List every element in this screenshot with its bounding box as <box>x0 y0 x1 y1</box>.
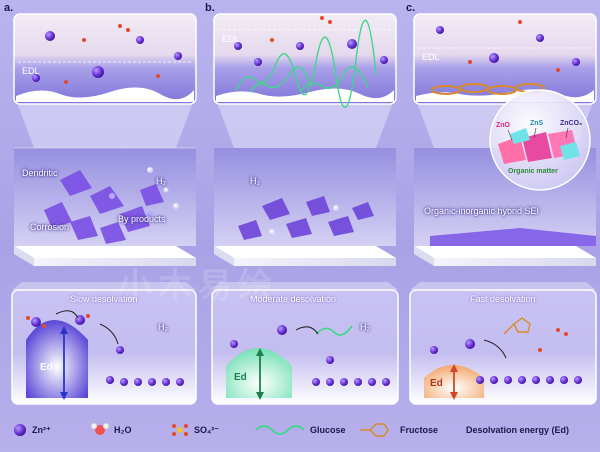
byproducts-label: By products <box>118 214 166 224</box>
panel-a-ed-label: Ed <box>40 362 53 373</box>
zno-label: ZnO <box>496 122 510 129</box>
panel-b-h2-label: H₂ <box>250 176 260 186</box>
slow-desolvation-title: Slow desolvation <box>70 294 138 304</box>
sulfate-ion-icon <box>172 424 188 436</box>
dendritic-label: Dendritic <box>22 168 58 178</box>
watermark: 小木易绘 <box>118 267 278 305</box>
legend-fructose-label: Fructose <box>400 425 439 435</box>
legend-zn-label: Zn²⁺ <box>32 425 51 435</box>
panel-b-edl-label: EDL <box>222 34 240 44</box>
panel-b-letter: b. <box>205 2 215 14</box>
panel-b-bottom-h2-label: H₂ <box>360 322 370 332</box>
fast-desolvation-title: Fast desolvation <box>470 294 536 304</box>
hybrid-sei-label: Organic-inorganic hybrid SEI <box>424 206 540 216</box>
corrosion-label: Corrosion <box>30 222 70 232</box>
panel-b-energy-barrier <box>226 348 292 398</box>
znco3-label: ZnCO₃ <box>560 120 583 127</box>
panel-b-edl-box <box>213 13 397 105</box>
legend-ed-label: Desolvation energy (Ed) <box>466 425 570 435</box>
moderate-desolvation-title: Moderate desolvation <box>250 294 337 304</box>
panel-a-letter: a. <box>4 2 14 14</box>
legend-icons <box>14 422 389 437</box>
water-molecule-icon <box>90 422 110 435</box>
panel-a-edl-box <box>13 13 197 105</box>
zn-ion-icon <box>14 424 26 436</box>
fructose-ring-icon <box>360 423 389 437</box>
panel-a <box>11 13 197 405</box>
legend-glucose-label: Glucose <box>310 425 346 435</box>
panel-a-energy-barrier <box>26 320 88 398</box>
panel-c-edl-label: EDL <box>422 52 440 62</box>
panel-c-ed-label: Ed <box>430 378 443 389</box>
panel-a-edl-label: EDL <box>22 66 40 76</box>
panel-a-bottom-h2-label: H₂ <box>158 322 168 332</box>
glucose-chain-icon <box>255 425 305 435</box>
panel-b <box>211 13 399 405</box>
legend-h2o-label: H₂O <box>114 425 132 435</box>
organic-matter-label: Organic matter <box>508 168 558 175</box>
panel-a-h2-label: H₂ <box>156 176 166 186</box>
zns-label: ZnS <box>530 120 544 127</box>
panel-b-ed-label: Ed <box>234 372 247 383</box>
panel-c-letter: c. <box>406 2 416 14</box>
legend-so4-label: SO₄²⁻ <box>194 425 220 435</box>
panel-c <box>409 13 597 405</box>
